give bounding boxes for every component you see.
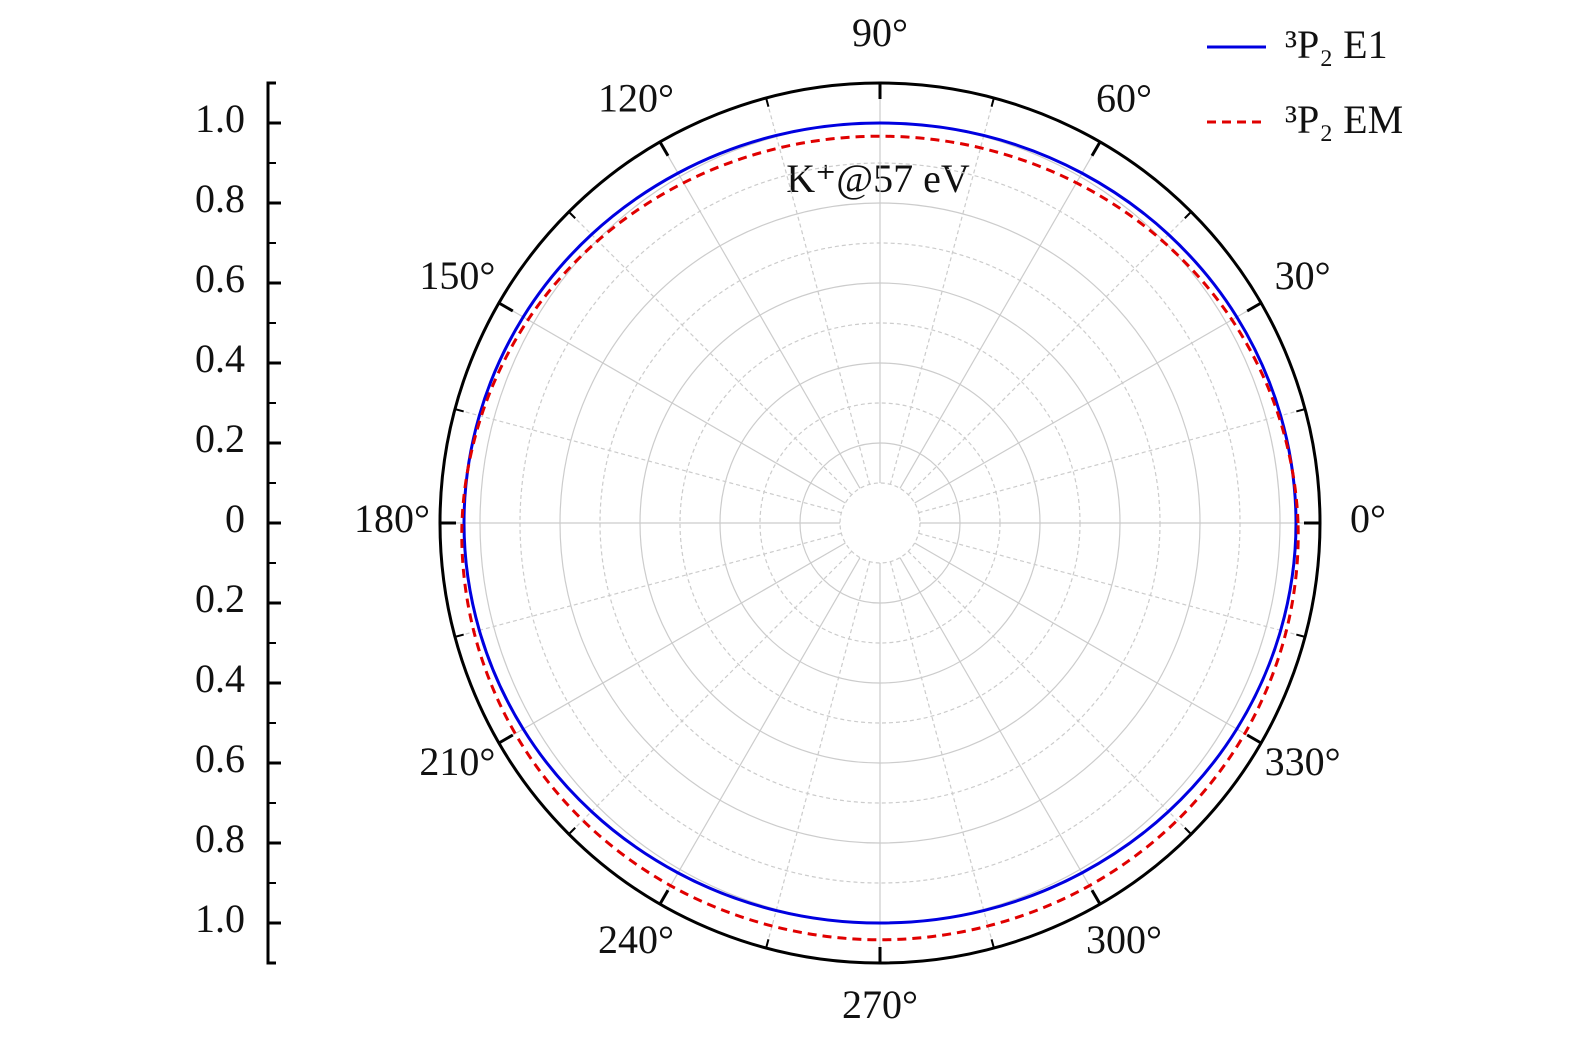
theta-tick bbox=[1246, 733, 1262, 745]
spoke-minor bbox=[568, 211, 853, 496]
spoke-minor bbox=[889, 561, 995, 949]
theta-minor-tick bbox=[1184, 211, 1192, 219]
theta-tick bbox=[1090, 889, 1102, 905]
spoke-minor bbox=[918, 408, 1306, 514]
spoke bbox=[914, 542, 1262, 744]
theta-tick-label: 60° bbox=[1096, 75, 1152, 120]
theta-minor-tick bbox=[1296, 633, 1306, 638]
theta-tick-label: 120° bbox=[598, 75, 674, 120]
spoke-minor bbox=[918, 532, 1306, 638]
theta-minor-tick bbox=[454, 633, 464, 638]
theta-tick bbox=[1090, 141, 1102, 157]
r-tick-label: 1.0 bbox=[195, 896, 245, 941]
theta-tick-label: 30° bbox=[1275, 253, 1331, 298]
theta-minor-tick bbox=[568, 827, 576, 835]
spoke bbox=[659, 557, 861, 905]
r-tick-label: 0 bbox=[225, 496, 245, 541]
legend-label: ³P₂ E1 bbox=[1285, 22, 1388, 67]
theta-minor-tick bbox=[990, 939, 995, 949]
spoke bbox=[899, 557, 1101, 905]
theta-tick-label: 180° bbox=[354, 496, 430, 541]
theta-tick-label: 150° bbox=[419, 253, 495, 298]
r-tick-label: 0.2 bbox=[195, 416, 245, 461]
theta-minor-tick bbox=[454, 408, 464, 413]
theta-tick-label: 210° bbox=[419, 739, 495, 784]
theta-tick-label: 300° bbox=[1086, 917, 1162, 962]
r-tick-label: 0.8 bbox=[195, 176, 245, 221]
series-line bbox=[460, 134, 1300, 942]
theta-tick-label: 240° bbox=[598, 917, 674, 962]
legend-label: ³P₂ EM bbox=[1285, 97, 1403, 142]
theta-minor-tick bbox=[1296, 408, 1306, 413]
theta-minor-tick bbox=[765, 939, 770, 949]
theta-tick-label: 0° bbox=[1350, 496, 1386, 541]
theta-minor-tick bbox=[990, 97, 995, 107]
spoke-minor bbox=[454, 408, 842, 514]
r-tick-label: 0.6 bbox=[195, 736, 245, 781]
theta-tick-label: 270° bbox=[842, 982, 918, 1027]
theta-minor-tick bbox=[568, 211, 576, 219]
r-tick-label: 0.8 bbox=[195, 816, 245, 861]
spoke-minor bbox=[568, 550, 853, 835]
spoke-minor bbox=[907, 550, 1192, 835]
theta-tick bbox=[498, 733, 514, 745]
spoke-minor bbox=[889, 97, 995, 485]
r-tick-label: 1.0 bbox=[195, 96, 245, 141]
r-tick-label: 0.6 bbox=[195, 256, 245, 301]
spoke bbox=[899, 141, 1101, 489]
theta-minor-tick bbox=[1184, 827, 1192, 835]
r-tick-label: 0.4 bbox=[195, 656, 245, 701]
theta-tick bbox=[1246, 301, 1262, 313]
r-tick-label: 0.2 bbox=[195, 576, 245, 621]
spoke-minor bbox=[765, 561, 871, 949]
theta-tick bbox=[658, 141, 670, 157]
series-line bbox=[462, 121, 1298, 925]
spoke bbox=[498, 542, 846, 744]
theta-minor-tick bbox=[765, 97, 770, 107]
spoke bbox=[659, 141, 861, 489]
annotation: K⁺@57 eV bbox=[786, 156, 970, 201]
theta-tick-label: 90° bbox=[852, 10, 908, 55]
spoke bbox=[498, 302, 846, 504]
spoke-minor bbox=[454, 532, 842, 638]
r-tick-label: 0.4 bbox=[195, 336, 245, 381]
theta-tick bbox=[658, 889, 670, 905]
spoke-minor bbox=[765, 97, 871, 485]
theta-tick-label: 330° bbox=[1265, 739, 1341, 784]
grid-circle-minor bbox=[839, 482, 921, 564]
theta-tick bbox=[498, 301, 514, 313]
spoke-minor bbox=[907, 211, 1192, 496]
spoke bbox=[914, 302, 1262, 504]
